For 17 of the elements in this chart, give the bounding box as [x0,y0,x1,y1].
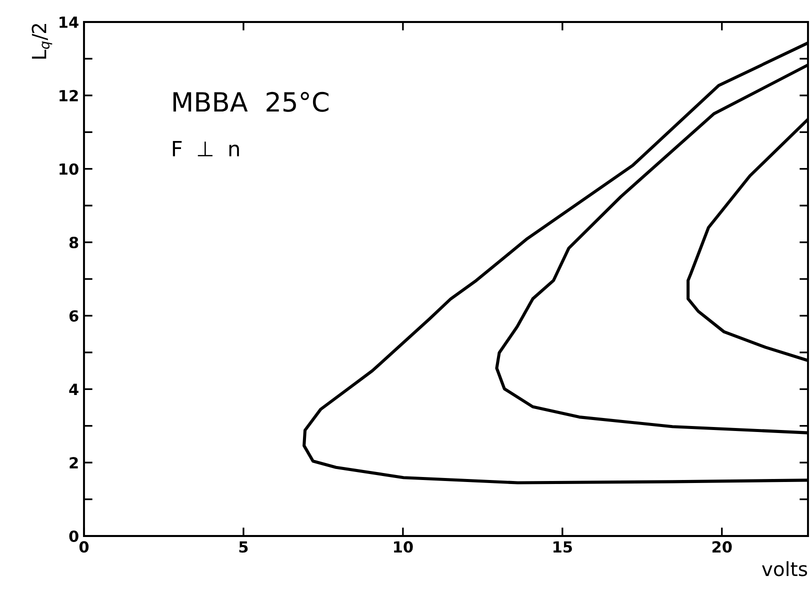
x-tick-label: 15 [554,541,572,553]
y-tick-label: 14 [60,16,78,28]
y-tick-label: 0 [69,530,78,542]
y-tick-label: 8 [69,236,78,248]
y-axis-title: L$_{q}$/2 [32,24,52,59]
y-tick-label: 2 [70,457,78,468]
x-tick-label: 0 [79,541,89,553]
y-tick-label: 10 [60,163,78,175]
x-tick-label: 10 [394,541,413,553]
x-axis-title: volts [762,561,808,576]
x-tick-label: 20 [712,541,732,553]
y-tick-label: 4 [69,384,78,395]
annotation: F ⊥ n [172,141,239,156]
annotation: MBBA 25°C [173,92,328,112]
y-tick-label: 12 [60,90,78,102]
y-tick-label: 6 [69,310,78,322]
x-tick-label: 5 [239,541,248,553]
